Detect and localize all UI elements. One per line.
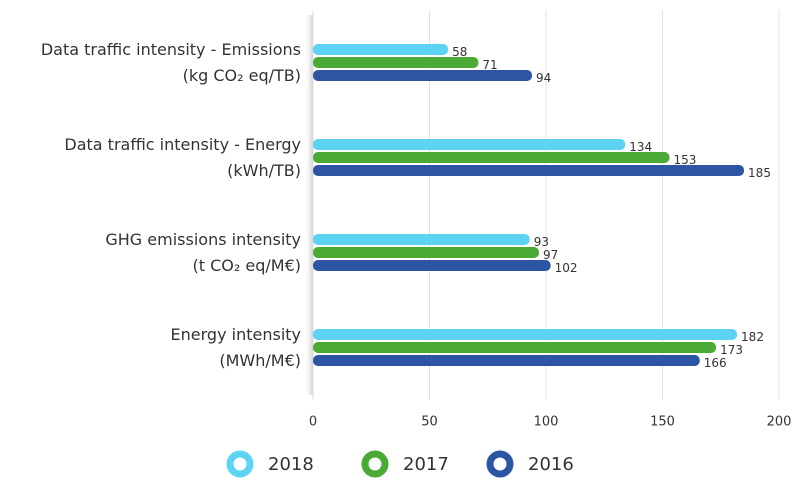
category-label: (t CO₂ eq/M€) <box>193 256 301 275</box>
bar <box>313 260 551 271</box>
legend-label: 2018 <box>268 454 314 475</box>
category-label: Energy intensity <box>171 325 301 344</box>
bar <box>313 247 540 258</box>
bar <box>313 355 700 366</box>
legend-icon <box>486 450 514 478</box>
legend-label: 2017 <box>403 454 449 475</box>
bar <box>313 329 738 340</box>
legend-icon <box>361 450 389 478</box>
category-label: Data traffic intensity - Emissions <box>41 40 301 59</box>
value-label: 182 <box>741 330 764 344</box>
value-label: 97 <box>543 248 558 262</box>
value-label: 185 <box>748 166 771 180</box>
legend-label: 2016 <box>528 454 574 475</box>
bar <box>313 165 745 176</box>
x-tick-label: 200 <box>767 415 792 430</box>
legend-icon <box>226 450 254 478</box>
x-tick-label: 0 <box>309 415 317 430</box>
bar <box>313 234 530 245</box>
value-label: 166 <box>704 356 727 370</box>
x-tick-label: 50 <box>421 415 438 430</box>
category-label: (MWh/M€) <box>219 351 301 370</box>
bar <box>313 139 626 150</box>
value-label: 94 <box>536 71 551 85</box>
category-label: GHG emissions intensity <box>105 230 301 249</box>
x-tick-label: 150 <box>650 415 675 430</box>
value-label: 71 <box>482 58 497 72</box>
category-label: Data traffic intensity - Energy <box>64 135 301 154</box>
value-label: 153 <box>673 153 696 167</box>
value-label: 173 <box>720 343 743 357</box>
value-label: 93 <box>534 235 549 249</box>
bar <box>313 152 670 163</box>
axis-shadow <box>305 15 313 395</box>
bar <box>313 70 533 81</box>
category-label: (kWh/TB) <box>227 161 301 180</box>
x-tick-label: 100 <box>534 415 559 430</box>
value-label: 134 <box>629 140 652 154</box>
value-label: 58 <box>452 45 467 59</box>
category-label: (kg CO₂ eq/TB) <box>183 66 301 85</box>
bar <box>313 342 717 353</box>
bar <box>313 57 479 68</box>
bar <box>313 44 449 55</box>
value-label: 102 <box>555 261 578 275</box>
